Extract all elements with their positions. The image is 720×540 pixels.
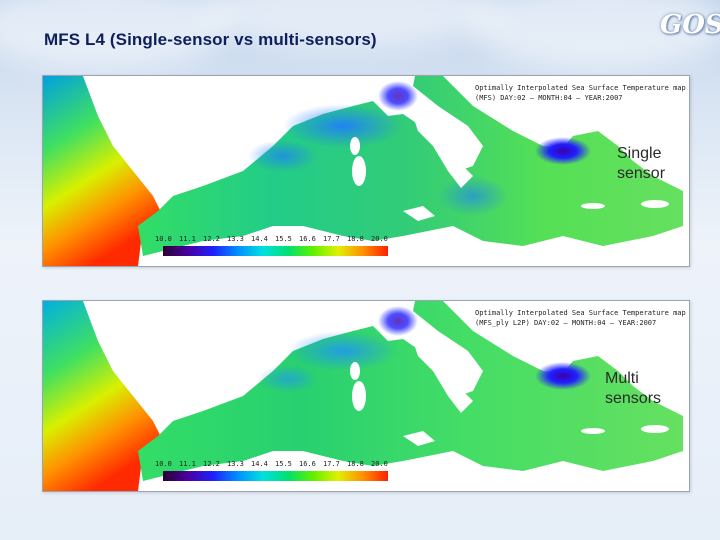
map-label-line2: sensors	[605, 390, 662, 407]
colorbar-tick: 16.6	[299, 460, 316, 468]
sst-map-graphic: Optimally Interpolated Sea Surface Tempe…	[43, 76, 689, 266]
colorbar-tick: 13.3	[227, 235, 244, 243]
colorbar-tick: 15.5	[275, 235, 292, 243]
gos-logo: GOS	[660, 10, 720, 40]
sst-map-multi-sensors: Optimally Interpolated Sea Surface Tempe…	[42, 300, 690, 492]
map-header-line1: Optimally Interpolated Sea Surface Tempe…	[475, 84, 686, 92]
colorbar-tick: 10.0	[155, 460, 172, 468]
colorbar-swatch	[163, 471, 388, 481]
colorbar-tick: 16.6	[299, 235, 316, 243]
slide-title: MFS L4 (Single-sensor vs multi-sensors)	[44, 30, 377, 49]
colorbar: 10.0 11.1 12.2 13.3 14.4 15.5 16.6 17.7 …	[155, 460, 388, 481]
map-label-line1: Multi	[605, 370, 639, 387]
colorbar-tick: 11.1	[179, 235, 196, 243]
colorbar-tick: 13.3	[227, 460, 244, 468]
colorbar-tick: 14.4	[251, 235, 268, 243]
colorbar-tick: 20.0	[371, 460, 388, 468]
sst-map-graphic: Optimally Interpolated Sea Surface Tempe…	[43, 301, 689, 491]
colorbar-swatch	[163, 246, 388, 256]
sst-map-single-sensor: Optimally Interpolated Sea Surface Tempe…	[42, 75, 690, 267]
colorbar-tick: 17.7	[323, 460, 340, 468]
colorbar-tick: 18.8	[347, 460, 364, 468]
map-header-line2: (MFS_ply L2P) DAY:02 – MONTH:04 – YEAR:2…	[475, 319, 656, 327]
map-label-line1: Single	[617, 145, 662, 162]
map-label-multi-sensors: Multi sensors	[605, 369, 661, 409]
map-header-line1: Optimally Interpolated Sea Surface Tempe…	[475, 309, 686, 317]
colorbar-tick: 12.2	[203, 460, 220, 468]
colorbar-tick: 15.5	[275, 460, 292, 468]
map-label-line2: sensor	[617, 165, 666, 182]
map-header-line2: (MFS) DAY:02 – MONTH:04 – YEAR:2007	[475, 94, 623, 102]
colorbar-tick: 10.0	[155, 235, 172, 243]
colorbar-tick: 18.8	[347, 235, 364, 243]
colorbar-tick: 11.1	[179, 460, 196, 468]
colorbar-tick: 12.2	[203, 235, 220, 243]
colorbar-tick: 14.4	[251, 460, 268, 468]
colorbar-tick: 17.7	[323, 235, 340, 243]
map-label-single-sensor: Single sensor	[617, 144, 665, 184]
colorbar-tick: 20.0	[371, 235, 388, 243]
colorbar: 10.0 11.1 12.2 13.3 14.4 15.5 16.6 17.7 …	[155, 235, 388, 256]
